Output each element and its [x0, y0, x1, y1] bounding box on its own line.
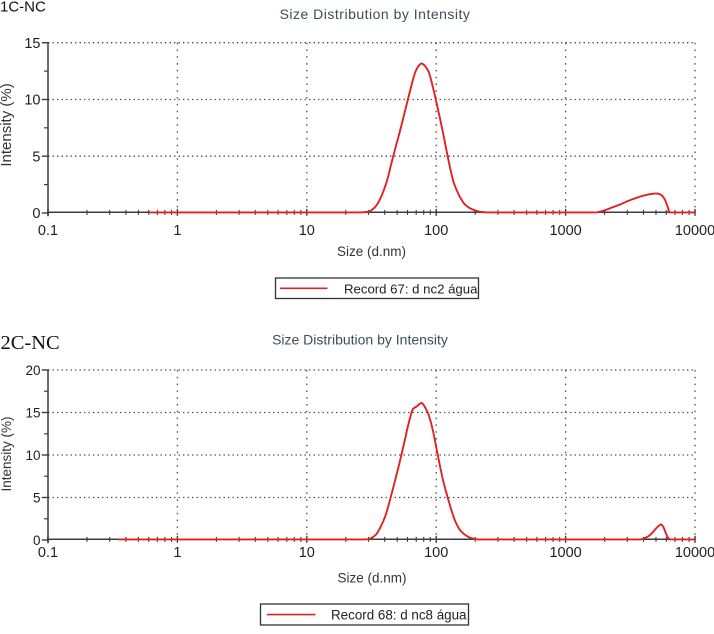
svg-text:Size (d.nm): Size (d.nm)	[337, 244, 406, 259]
svg-text:10000: 10000	[675, 223, 714, 239]
svg-text:10000: 10000	[675, 545, 714, 561]
svg-text:1000: 1000	[549, 223, 581, 239]
svg-text:Intensity (%): Intensity (%)	[0, 416, 14, 491]
svg-text:1000: 1000	[549, 545, 581, 561]
svg-text:100: 100	[424, 223, 448, 239]
svg-text:0.1: 0.1	[38, 545, 58, 561]
svg-text:0: 0	[32, 206, 40, 222]
svg-text:0.1: 0.1	[38, 223, 58, 239]
svg-text:2C-NC: 2C-NC	[1, 332, 60, 354]
svg-text:5: 5	[32, 149, 40, 165]
svg-text:10: 10	[25, 448, 40, 463]
svg-text:1C-NC: 1C-NC	[0, 0, 46, 15]
svg-text:10: 10	[24, 93, 40, 109]
svg-text:10: 10	[299, 223, 315, 239]
svg-text:1: 1	[173, 545, 181, 561]
svg-text:Record 68: d nc8 água: Record 68: d nc8 água	[331, 608, 467, 623]
svg-text:Size Distribution by Intensity: Size Distribution by Intensity	[280, 6, 471, 22]
svg-text:10: 10	[299, 545, 315, 561]
svg-text:Record 67: d nc2 água: Record 67: d nc2 água	[344, 282, 478, 297]
svg-text:15: 15	[25, 406, 40, 421]
svg-text:0: 0	[33, 533, 41, 548]
svg-text:15: 15	[24, 36, 40, 52]
svg-text:20: 20	[25, 363, 40, 378]
svg-text:1: 1	[173, 223, 181, 239]
svg-text:Size Distribution by Intensity: Size Distribution by Intensity	[272, 332, 448, 348]
svg-text:5: 5	[33, 491, 41, 506]
svg-text:Intensity (%): Intensity (%)	[0, 83, 15, 166]
svg-text:100: 100	[424, 545, 448, 561]
svg-text:Size (d.nm): Size (d.nm)	[337, 571, 406, 586]
